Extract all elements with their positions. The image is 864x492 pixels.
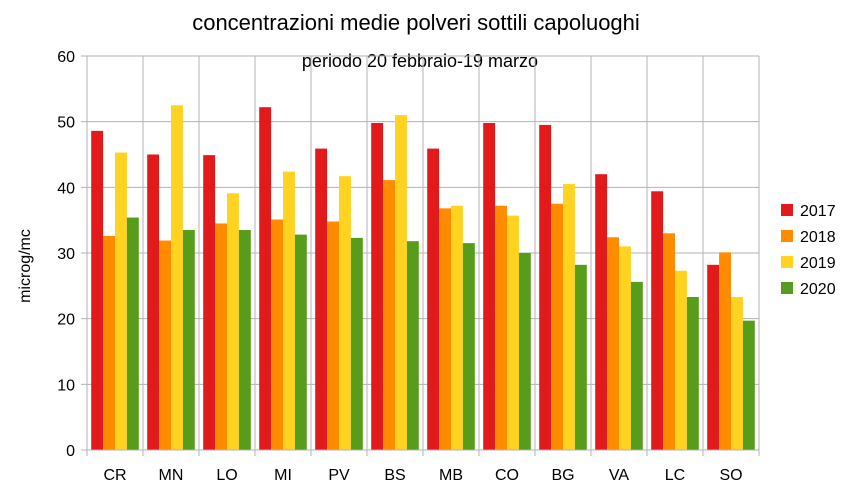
bar-va-2018 <box>607 237 619 450</box>
bar-bs-2018 <box>383 180 395 451</box>
bar-cr-2020 <box>126 217 139 450</box>
bar-bs-2019 <box>395 115 407 450</box>
y-tick-label: 30 <box>57 246 75 263</box>
bar-va-2019 <box>619 246 631 450</box>
bar-mn-2020 <box>182 230 195 450</box>
x-tick-label: MN <box>159 467 184 484</box>
legend-label-2020: 2020 <box>800 281 836 298</box>
bar-lc-2017 <box>651 191 664 451</box>
bar-mn-2019 <box>171 105 183 450</box>
bar-bg-2019 <box>563 184 575 451</box>
bar-cr-2018 <box>103 235 115 450</box>
bar-bg-2020 <box>574 264 587 450</box>
bar-co-2018 <box>495 205 507 450</box>
bar-so-2020 <box>742 320 755 450</box>
x-tick-label: MI <box>274 467 292 484</box>
x-tick-label: BS <box>384 467 405 484</box>
y-axis-label: microg/mc <box>17 229 34 303</box>
x-tick-label: MB <box>439 467 463 484</box>
bar-mi-2017 <box>259 107 272 450</box>
bar-cr-2017 <box>91 130 104 451</box>
legend-label-2018: 2018 <box>800 229 836 246</box>
x-tick-label: LC <box>665 467 685 484</box>
bar-bs-2020 <box>406 241 419 450</box>
bar-cr-2019 <box>115 152 127 450</box>
bar-mn-2018 <box>159 240 171 450</box>
bar-pv-2019 <box>339 176 351 451</box>
bar-co-2019 <box>507 215 519 450</box>
bar-lc-2020 <box>686 296 699 450</box>
bar-bs-2017 <box>371 122 384 450</box>
y-tick-label: 60 <box>57 49 75 66</box>
bar-lo-2018 <box>215 223 227 450</box>
bar-mi-2020 <box>294 234 307 450</box>
bar-lc-2019 <box>675 270 687 450</box>
y-tick-label: 40 <box>57 180 75 197</box>
bar-so-2017 <box>707 264 720 450</box>
bar-pv-2017 <box>315 148 328 450</box>
bar-mb-2017 <box>427 148 440 450</box>
bar-mb-2018 <box>439 208 451 450</box>
x-tick-label: BG <box>551 467 574 484</box>
bar-va-2017 <box>595 174 608 450</box>
legend-swatch-2018 <box>781 230 793 242</box>
x-tick-label: PV <box>328 467 350 484</box>
legend-swatch-2020 <box>781 282 793 294</box>
bar-co-2020 <box>518 253 531 450</box>
bar-so-2018 <box>719 252 731 450</box>
legend-label-2019: 2019 <box>800 255 836 272</box>
bar-pv-2020 <box>350 237 363 450</box>
bar-bg-2017 <box>539 124 552 450</box>
legend: 2017 2018 2019 2020 <box>781 203 836 298</box>
bar-mn-2017 <box>147 154 160 450</box>
axes: 0 10 20 30 40 50 60 CR MN LO MI PV BS MB CO BG VA LC SO <box>57 49 760 484</box>
bar-mi-2019 <box>283 171 295 450</box>
chart-subtitle: periodo 20 febbraio-19 marzo <box>302 51 538 71</box>
y-tick-label: 10 <box>57 377 75 394</box>
bar-lo-2020 <box>238 230 251 450</box>
y-tick-label: 50 <box>57 115 75 132</box>
bar-co-2017 <box>483 122 496 450</box>
bar-pv-2018 <box>327 221 339 450</box>
bar-lc-2018 <box>663 233 675 450</box>
x-tick-label: CR <box>103 467 126 484</box>
grid-lines <box>86 55 760 450</box>
x-tick-label: VA <box>609 467 629 484</box>
bar-mb-2020 <box>462 243 475 450</box>
chart-title: concentrazioni medie polveri sottili cap… <box>192 10 640 35</box>
x-tick-label: SO <box>719 467 742 484</box>
y-tick-label: 0 <box>66 443 75 460</box>
bar-lo-2019 <box>227 193 239 450</box>
bar-mi-2018 <box>271 219 283 450</box>
bar-lo-2017 <box>203 155 216 450</box>
legend-swatch-2019 <box>781 256 793 268</box>
bar-va-2020 <box>630 281 643 450</box>
legend-label-2017: 2017 <box>800 203 836 220</box>
bars <box>91 105 755 451</box>
x-tick-label: LO <box>216 467 237 484</box>
legend-swatch-2017 <box>781 204 793 216</box>
bar-so-2019 <box>731 296 743 450</box>
bar-mb-2019 <box>451 205 463 450</box>
bar-bg-2018 <box>551 203 563 450</box>
x-tick-label: CO <box>495 467 519 484</box>
y-tick-label: 20 <box>57 312 75 329</box>
